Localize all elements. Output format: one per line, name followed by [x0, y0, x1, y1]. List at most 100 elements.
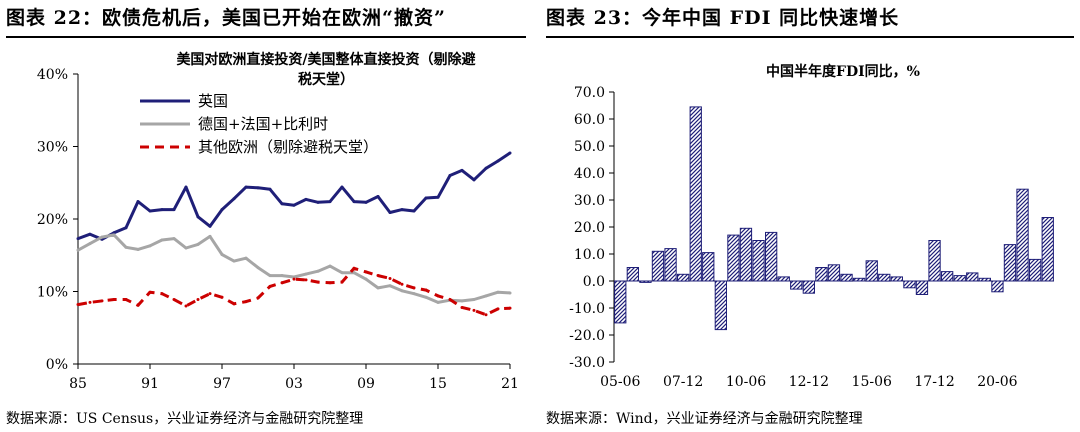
- bar: [1041, 217, 1054, 282]
- data-point: [496, 290, 500, 294]
- right-source-note: 数据来源：Wind，兴业证券经济与金融研究院整理: [546, 411, 863, 427]
- left-title-rule: [6, 36, 526, 38]
- data-point: [196, 215, 200, 219]
- data-point: [292, 277, 296, 281]
- bar: [991, 280, 1004, 293]
- data-point: [268, 274, 272, 278]
- bar-chart: 中国半年度FDI同比，% -30.0 -20.0 -10.0 0.0 10.0 20.0 3…: [569, 63, 1054, 390]
- data-point: [448, 174, 452, 177]
- line-chart-title-line2: 税天堂）: [298, 71, 354, 88]
- data-point: [496, 159, 500, 163]
- bar: [790, 280, 803, 290]
- data-point: [436, 195, 440, 199]
- x-tick-label: 97: [213, 376, 231, 392]
- bar: [953, 275, 966, 282]
- data-point: [208, 292, 212, 296]
- data-point: [100, 235, 104, 239]
- data-point: [352, 271, 356, 275]
- data-point: [484, 313, 488, 317]
- data-point: [400, 289, 404, 293]
- data-point: [172, 237, 176, 241]
- data-point: [460, 168, 464, 172]
- data-point: [208, 234, 212, 238]
- data-point: [136, 303, 140, 307]
- data-point: [508, 291, 512, 295]
- data-point: [124, 297, 128, 301]
- data-point: [424, 196, 428, 200]
- data-point: [472, 308, 476, 312]
- y-tick-label: 30%: [37, 140, 68, 156]
- line-chart: 美国对欧洲直接投资/美国整体直接投资（剔除避 税天堂） 0% 10% 20% 30% 4…: [37, 51, 519, 392]
- x-tick-label: 09: [357, 376, 375, 392]
- data-point: [328, 264, 332, 268]
- bar: [840, 273, 853, 282]
- data-point: [268, 187, 272, 191]
- bar: [651, 250, 665, 282]
- data-point: [412, 209, 416, 213]
- x-tick-label: 15-06: [852, 374, 892, 390]
- data-point: [280, 202, 284, 206]
- data-point: [484, 294, 488, 298]
- data-point: [472, 178, 476, 182]
- bar: [853, 277, 866, 282]
- y-tick-label: 60.0: [574, 112, 605, 128]
- data-point: [496, 307, 500, 311]
- data-point: [340, 185, 344, 189]
- bar: [865, 260, 878, 282]
- x-tick-label: 03: [285, 376, 303, 392]
- y-tick-label: 40%: [37, 67, 68, 83]
- data-point: [244, 256, 248, 260]
- x-tick-label: 85: [69, 376, 87, 392]
- data-point: [244, 300, 248, 304]
- data-point: [304, 278, 308, 282]
- series-line-2: [77, 266, 511, 317]
- data-point: [364, 270, 368, 274]
- data-point: [220, 208, 224, 212]
- data-point: [292, 203, 296, 207]
- data-point: [376, 286, 380, 290]
- legend-label-0: 英国: [198, 92, 228, 110]
- x-tick-label: 17-12: [914, 374, 954, 390]
- bar: [802, 280, 816, 294]
- y-tick-label: 20%: [37, 212, 68, 228]
- bar: [689, 106, 702, 282]
- bar: [664, 248, 677, 282]
- data-point: [196, 297, 200, 301]
- data-point: [184, 185, 188, 189]
- legend-label-2: 其他欧洲（剔除避税天堂）: [198, 138, 378, 156]
- data-point: [340, 280, 344, 284]
- data-point: [340, 271, 344, 275]
- bar: [639, 280, 652, 283]
- data-point: [448, 297, 452, 301]
- bar: [765, 231, 778, 282]
- right-figure-title: 图表 23：今年中国 FDI 同比快速增长: [546, 7, 900, 29]
- bar: [815, 267, 828, 282]
- y-tick-label: 50.0: [574, 139, 605, 155]
- x-tick-label: 21: [501, 376, 519, 392]
- bar: [777, 276, 790, 282]
- data-point: [460, 299, 464, 303]
- x-tick-label: 05-06: [600, 374, 640, 390]
- series-line-0: [77, 151, 511, 241]
- data-point: [280, 274, 284, 278]
- data-point: [232, 302, 236, 306]
- bar: [928, 240, 941, 282]
- data-point: [280, 281, 284, 285]
- data-point: [352, 200, 356, 204]
- data-point: [88, 232, 92, 236]
- bar: [614, 280, 627, 324]
- data-point: [508, 151, 512, 155]
- data-point: [352, 266, 356, 270]
- bar: [878, 273, 891, 282]
- data-point: [112, 233, 116, 237]
- x-tick-label: 91: [141, 376, 159, 392]
- data-point: [364, 277, 368, 281]
- data-point: [148, 290, 152, 294]
- data-point: [88, 242, 92, 246]
- data-point: [388, 210, 392, 214]
- data-point: [268, 284, 272, 288]
- data-point: [100, 299, 104, 303]
- bar: [915, 280, 929, 295]
- data-point: [400, 282, 404, 286]
- data-point: [256, 186, 260, 190]
